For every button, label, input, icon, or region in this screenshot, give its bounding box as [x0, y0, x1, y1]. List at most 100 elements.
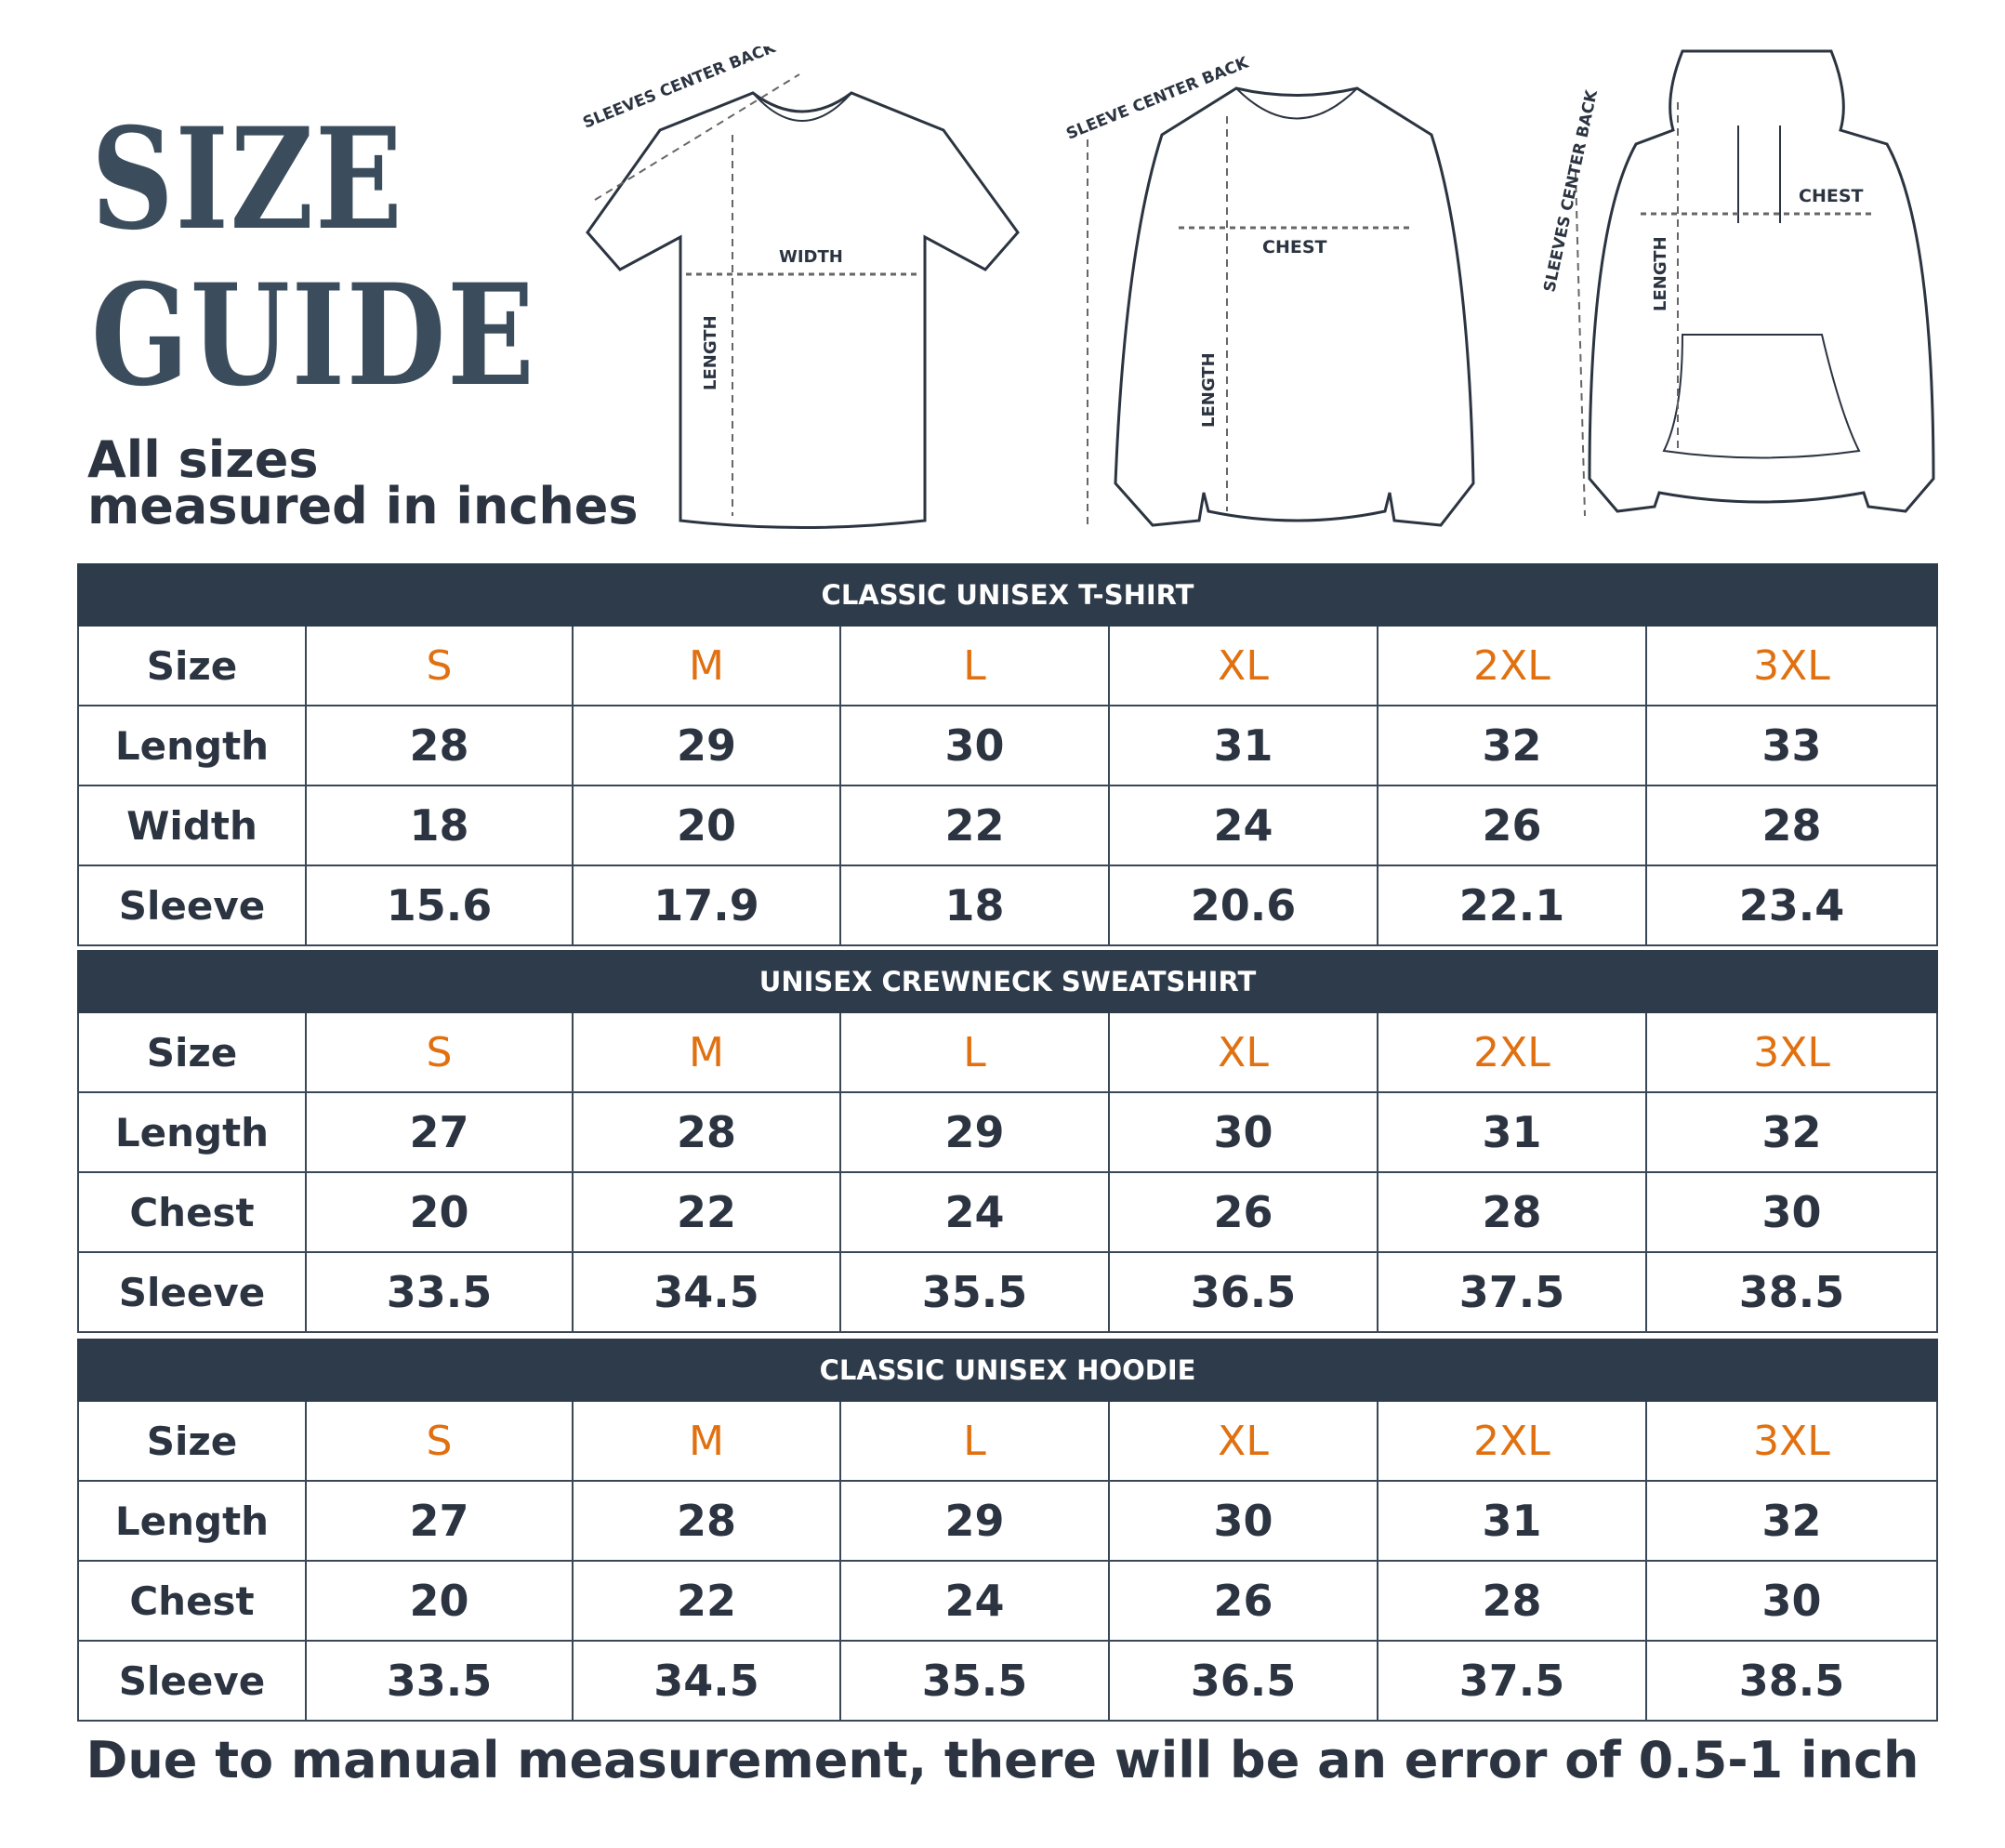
measurement-value: 28: [572, 1480, 841, 1562]
measurement-value: 32: [1644, 1480, 1939, 1562]
size-column-header: L: [839, 1011, 1110, 1093]
tshirt-diagram: WIDTH LENGTH SLEEVES CENTER BACK: [580, 46, 1020, 529]
hoodie-length-label: LENGTH: [1651, 236, 1670, 311]
size-column-header: L: [839, 625, 1110, 706]
table-title: CLASSIC UNISEX T-SHIRT: [76, 563, 1939, 627]
table-title-row: UNISEX CREWNECK SWEATSHIRT: [76, 950, 1939, 1013]
measurement-value: 28: [1377, 1171, 1647, 1253]
hoodie-diagram: CHEST LENGTH SLEEVES CENTER BACK: [1540, 49, 1935, 517]
hoodie-sleeve-label: SLEEVES CENTER BACK: [1540, 87, 1602, 294]
size-header-row: Size S M L XL 2XL 3XL: [77, 625, 1939, 706]
measurement-value: 28: [1377, 1560, 1647, 1642]
measurement-value: 36.5: [1108, 1251, 1378, 1333]
table-row: Sleeve 33.5 34.5 35.5 36.5 37.5 38.5: [77, 1640, 1939, 1722]
measurement-value: 31: [1377, 1091, 1647, 1173]
measurement-value: 38.5: [1644, 1640, 1939, 1722]
measurement-value: 31: [1377, 1480, 1647, 1562]
size-column-header: S: [305, 625, 574, 706]
size-header-row: Size S M L XL 2XL 3XL: [77, 1011, 1939, 1093]
table-title-row: CLASSIC UNISEX HOODIE: [76, 1339, 1939, 1402]
measurement-value: 37.5: [1377, 1251, 1647, 1333]
size-column-header: L: [839, 1400, 1110, 1482]
table-row: Sleeve 33.5 34.5 35.5 36.5 37.5 38.5: [77, 1251, 1939, 1333]
subtitle: All sizes measured in inches: [87, 430, 639, 535]
title-size: SIZE: [91, 98, 404, 261]
measurement-label: Width: [77, 785, 307, 866]
measurement-value: 30: [1108, 1091, 1378, 1173]
measurement-label: Chest: [77, 1171, 307, 1253]
tshirt-sleeve-label: SLEEVES CENTER BACK: [580, 46, 779, 133]
measurement-value: 22: [572, 1560, 841, 1642]
tshirt-size-table: CLASSIC UNISEX T-SHIRT Size S M L XL 2XL 3XL Len…: [76, 563, 1939, 946]
table-row: Length 27 28 29 30 31 32: [77, 1091, 1939, 1173]
measurement-value: 35.5: [839, 1640, 1110, 1722]
measurement-value: 34.5: [572, 1640, 841, 1722]
table-row: Chest 20 22 24 26 28 30: [77, 1171, 1939, 1253]
table-title: UNISEX CREWNECK SWEATSHIRT: [76, 950, 1939, 1013]
measurement-value: 31: [1108, 705, 1378, 786]
measurement-value: 23.4: [1644, 865, 1939, 946]
size-column-header: M: [572, 1400, 841, 1482]
sweatshirt-diagram: CHEST LENGTH SLEEVE CENTER BACK: [1063, 53, 1475, 530]
table-row: Sleeve 15.6 17.9 18 20.6 22.1 23.4: [77, 865, 1939, 946]
size-column-header: 2XL: [1377, 1011, 1647, 1093]
measurement-value: 26: [1377, 785, 1647, 866]
measurement-value: 20: [572, 785, 841, 866]
measurement-value: 22: [839, 785, 1110, 866]
measurement-value: 24: [1108, 785, 1378, 866]
size-column-header: XL: [1108, 1011, 1378, 1093]
measurement-label: Length: [77, 705, 307, 786]
tshirt-length-label: LENGTH: [701, 315, 720, 390]
measurement-value: 29: [839, 1480, 1110, 1562]
measurement-value: 17.9: [572, 865, 841, 946]
measurement-value: 22.1: [1377, 865, 1647, 946]
measurement-value: 18: [839, 865, 1110, 946]
measurement-value: 32: [1644, 1091, 1939, 1173]
size-label: Size: [77, 1400, 307, 1482]
measurement-value: 24: [839, 1560, 1110, 1642]
size-label: Size: [77, 1011, 307, 1093]
measurement-value: 30: [1644, 1560, 1939, 1642]
measurement-value: 30: [1644, 1171, 1939, 1253]
measurement-label: Length: [77, 1091, 307, 1173]
table-row: Width 18 20 22 24 26 28: [77, 785, 1939, 866]
size-column-header: XL: [1108, 625, 1378, 706]
table-row: Chest 20 22 24 26 28 30: [77, 1560, 1939, 1642]
size-column-header: 3XL: [1644, 625, 1939, 706]
size-label: Size: [77, 625, 307, 706]
sweatshirt-size-table: UNISEX CREWNECK SWEATSHIRT Size S M L XL 2XL 3X…: [76, 950, 1939, 1333]
measurement-label: Length: [77, 1480, 307, 1562]
measurement-value: 26: [1108, 1560, 1378, 1642]
measurement-value: 33.5: [305, 1640, 574, 1722]
measurement-value: 35.5: [839, 1251, 1110, 1333]
size-column-header: XL: [1108, 1400, 1378, 1482]
measurement-value: 36.5: [1108, 1640, 1378, 1722]
size-column-header: 2XL: [1377, 1400, 1647, 1482]
tshirt-width-label: WIDTH: [779, 247, 843, 267]
size-column-header: 3XL: [1644, 1400, 1939, 1482]
sweatshirt-sleeve-label: SLEEVE CENTER BACK: [1063, 53, 1251, 143]
measurement-disclaimer: Due to manual measurement, there will be…: [86, 1731, 1919, 1789]
measurement-value: 20.6: [1108, 865, 1378, 946]
measurement-value: 28: [305, 705, 574, 786]
subtitle-line2: measured in inches: [87, 477, 639, 535]
measurement-value: 28: [572, 1091, 841, 1173]
measurement-value: 24: [839, 1171, 1110, 1253]
measurement-label: Chest: [77, 1560, 307, 1642]
measurement-value: 30: [1108, 1480, 1378, 1562]
size-column-header: S: [305, 1011, 574, 1093]
measurement-value: 30: [839, 705, 1110, 786]
measurement-value: 22: [572, 1171, 841, 1253]
size-column-header: M: [572, 625, 841, 706]
measurement-value: 29: [839, 1091, 1110, 1173]
measurement-value: 27: [305, 1091, 574, 1173]
table-title-row: CLASSIC UNISEX T-SHIRT: [76, 563, 1939, 627]
measurement-value: 32: [1377, 705, 1647, 786]
size-header-row: Size S M L XL 2XL 3XL: [77, 1400, 1939, 1482]
size-column-header: 2XL: [1377, 625, 1647, 706]
size-column-header: M: [572, 1011, 841, 1093]
subtitle-line1: All sizes: [87, 430, 319, 489]
title-guide: GUIDE: [91, 254, 536, 417]
sweatshirt-length-label: LENGTH: [1199, 352, 1219, 428]
size-column-header: S: [305, 1400, 574, 1482]
